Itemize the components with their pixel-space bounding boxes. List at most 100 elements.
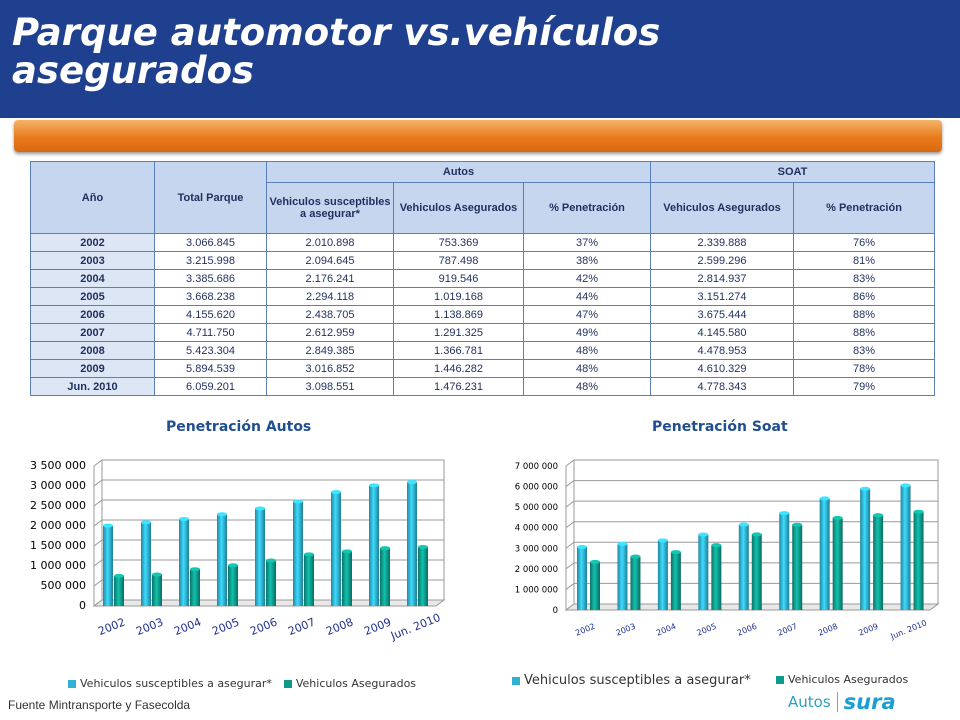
- table-cell: 2.094.645: [266, 251, 394, 270]
- bar: [369, 485, 379, 606]
- bar: [630, 556, 641, 610]
- y-tick-label: 2 500 000: [30, 499, 86, 512]
- header-soat-penetracion: % Penetración: [793, 182, 936, 234]
- header-total-parque: Total Parque: [154, 161, 267, 234]
- gridline-depth: [93, 559, 103, 567]
- bar: [304, 554, 314, 606]
- header-soat-group: SOAT: [650, 161, 936, 183]
- bar: [900, 485, 911, 610]
- bar-cap: [751, 532, 762, 537]
- legend-soat-susceptibles: Vehiculos susceptibles a asegurar*: [512, 673, 751, 688]
- legend-label-asegurados: Vehiculos Asegurados: [295, 677, 417, 690]
- table-cell: 49%: [522, 323, 652, 342]
- bar: [698, 534, 709, 610]
- bar-cap: [418, 544, 428, 549]
- chart-title-autos: Penetración Autos: [166, 419, 312, 435]
- x-tick-label: 2005: [695, 622, 717, 638]
- x-tick-label: 2008: [817, 622, 839, 638]
- table-cell: 1.019.168: [393, 287, 524, 306]
- y-tick-label: 3 500 000: [30, 459, 86, 472]
- bar-cap: [141, 520, 151, 525]
- table-cell: 2003: [30, 251, 155, 270]
- bar: [738, 524, 749, 610]
- x-tick-label: 2008: [324, 615, 355, 638]
- table-cell: 2002: [30, 233, 155, 252]
- table-cell: 5.894.539: [154, 359, 267, 378]
- legend-swatch-soat-susceptibles: [512, 676, 520, 685]
- legend-swatch-soat-asegurados: [776, 675, 784, 684]
- gridline-depth: [565, 500, 575, 508]
- table-cell: 1.138.869: [393, 305, 524, 324]
- bar-cap: [630, 554, 641, 559]
- bar: [190, 569, 200, 606]
- header-asegurados: Vehiculos Asegurados: [393, 182, 524, 234]
- table-cell: 753.369: [393, 233, 524, 252]
- chart-penetracion-soat: 0 1 000 000 2 000 000 3 000 000 4 000 000 5 0…: [515, 459, 940, 641]
- bar-cap: [577, 544, 587, 549]
- bar: [380, 548, 390, 606]
- x-tick-label: Jun. 2010: [388, 611, 442, 643]
- gridline-depth: [565, 480, 575, 487]
- x-tick-label: 2009: [362, 615, 393, 638]
- table-cell: 4.778.343: [650, 377, 795, 396]
- table-cell: 2.814.937: [650, 269, 795, 288]
- bar-cap: [380, 546, 390, 551]
- bar-cap: [792, 522, 803, 527]
- source-footer: Fuente Mintransporte y Fasecolda: [8, 698, 191, 712]
- logo-separator: [836, 692, 838, 712]
- logo-autos-text: Autos: [788, 693, 831, 711]
- bar: [228, 565, 238, 606]
- y-tick-label: 2 000 000: [30, 519, 86, 532]
- x-tick-label: 2003: [615, 622, 637, 638]
- bar: [342, 551, 352, 606]
- table-cell: 4.711.750: [154, 323, 267, 342]
- bar-cap: [900, 483, 911, 488]
- table-row: 2002 3.066.845 2.010.898 753.369 37% 2.339.88…: [30, 233, 936, 252]
- table-cell: 42%: [522, 269, 652, 288]
- table-row: 2009 5.894.539 3.016.852 1.446.282 48% 4.610.…: [30, 359, 936, 378]
- table-cell: 4.145.580: [650, 323, 795, 342]
- table-cell: 2.438.705: [266, 305, 394, 324]
- table-cell: 1.366.781: [393, 341, 524, 360]
- header-susceptibles: Vehiculos susceptibles a asegurar*: [266, 182, 394, 234]
- x-tick-label: 2003: [134, 615, 165, 638]
- y-tick-label: 5 000 000: [515, 503, 558, 513]
- header-autos-group: Autos: [265, 161, 652, 183]
- table-cell: 88%: [793, 323, 936, 342]
- slide-title-line1: Parque automotor vs.vehículos: [12, 11, 661, 54]
- bar-cap: [913, 509, 924, 514]
- table-cell: 787.498: [393, 251, 524, 270]
- gridline-depth: [565, 562, 575, 570]
- table-row: 2004 3.385.686 2.176.241 919.546 42% 2.814.93…: [30, 269, 936, 288]
- bar: [293, 501, 303, 606]
- legend-autos: Vehiculos susceptibles a asegurar* Vehic…: [68, 677, 416, 690]
- bar-cap: [304, 552, 314, 557]
- header-year: Año: [30, 161, 155, 234]
- bar: [179, 518, 189, 606]
- slide-title-line2: asegurados: [12, 49, 255, 92]
- table-cell: 2005: [30, 287, 155, 306]
- table-cell: 6.059.201: [154, 377, 267, 396]
- gridline-depth: [565, 541, 575, 549]
- x-tick-label: 2005: [210, 615, 241, 638]
- gridline-depth: [93, 499, 103, 507]
- table-cell: 2007: [30, 323, 155, 342]
- bar: [819, 498, 830, 610]
- bar: [832, 517, 843, 610]
- table-cell: 1.291.325: [393, 323, 524, 342]
- bar-cap: [217, 512, 227, 517]
- bar-cap: [255, 506, 265, 511]
- table-cell: 2.010.898: [266, 233, 394, 252]
- y-tick-label: 500 000: [41, 579, 87, 592]
- y-tick-label: 1 000 000: [515, 585, 558, 595]
- orange-accent-bar: [14, 120, 942, 152]
- table-cell: 2.294.118: [266, 287, 394, 306]
- table-cell: 4.155.620: [154, 305, 267, 324]
- bar-cap: [873, 513, 884, 518]
- table-cell: 81%: [793, 251, 936, 270]
- table-cell: 83%: [793, 269, 936, 288]
- table-cell: 2.612.959: [266, 323, 394, 342]
- bar: [913, 511, 924, 610]
- bar-cap: [711, 543, 722, 548]
- title-banner: Parque automotor vs.vehículos asegurados: [0, 0, 960, 118]
